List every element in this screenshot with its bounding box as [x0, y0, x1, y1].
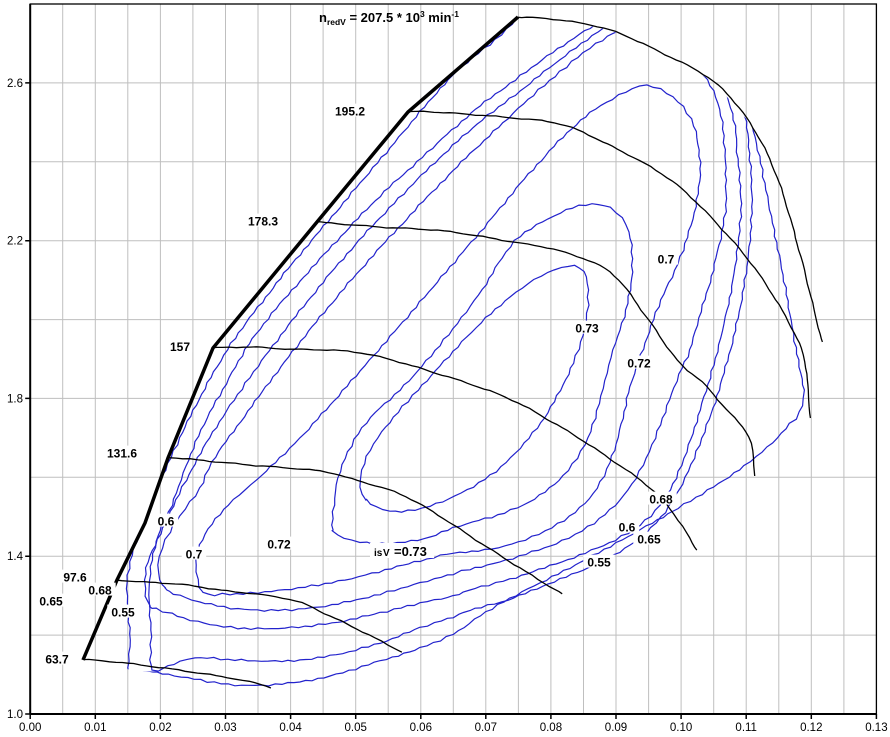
svg-text:0.6: 0.6 — [158, 514, 175, 528]
svg-text:0.65: 0.65 — [39, 594, 63, 608]
svg-text:0.55: 0.55 — [111, 605, 135, 619]
svg-text:V: V — [383, 548, 390, 559]
svg-text:2.6: 2.6 — [7, 78, 23, 90]
svg-text:0.12: 0.12 — [800, 722, 822, 734]
svg-text:178.3: 178.3 — [248, 214, 278, 228]
svg-text:1.4: 1.4 — [7, 551, 24, 563]
svg-text:0.11: 0.11 — [735, 722, 757, 734]
svg-text:0.13: 0.13 — [865, 722, 887, 734]
svg-text:=0.73: =0.73 — [394, 544, 427, 559]
svg-text:0.08: 0.08 — [540, 722, 562, 734]
svg-text:is: is — [374, 548, 383, 559]
svg-text:0.7: 0.7 — [186, 547, 203, 561]
svg-text:0.65: 0.65 — [637, 532, 661, 546]
svg-text:0.68: 0.68 — [649, 492, 673, 506]
svg-text:157: 157 — [170, 340, 190, 354]
svg-text:0.72: 0.72 — [627, 356, 651, 370]
svg-text:nredV = 207.5 * 103 min-1: nredV = 207.5 * 103 min-1 — [319, 9, 459, 27]
svg-text:0.09: 0.09 — [605, 722, 627, 734]
svg-text:0.68: 0.68 — [88, 583, 112, 597]
svg-text:0.02: 0.02 — [149, 722, 171, 734]
svg-text:0.03: 0.03 — [214, 722, 236, 734]
svg-text:1.0: 1.0 — [7, 709, 23, 721]
svg-text:0.6: 0.6 — [619, 520, 636, 534]
svg-text:0.72: 0.72 — [267, 537, 291, 551]
svg-text:0.05: 0.05 — [345, 722, 367, 734]
svg-text:0.7: 0.7 — [658, 252, 675, 266]
svg-text:0.06: 0.06 — [410, 722, 432, 734]
svg-text:195.2: 195.2 — [335, 104, 365, 118]
svg-text:0.10: 0.10 — [670, 722, 692, 734]
svg-text:0.07: 0.07 — [475, 722, 497, 734]
svg-text:0.00: 0.00 — [19, 722, 41, 734]
svg-text:1.8: 1.8 — [7, 393, 23, 405]
svg-text:97.6: 97.6 — [63, 570, 87, 584]
svg-text:63.7: 63.7 — [45, 652, 69, 666]
svg-text:0.73: 0.73 — [575, 321, 599, 335]
svg-text:0.55: 0.55 — [587, 555, 611, 569]
svg-text:0.01: 0.01 — [84, 722, 106, 734]
svg-text:2.2: 2.2 — [7, 236, 23, 248]
svg-text:131.6: 131.6 — [107, 446, 137, 460]
svg-text:0.04: 0.04 — [279, 722, 302, 734]
